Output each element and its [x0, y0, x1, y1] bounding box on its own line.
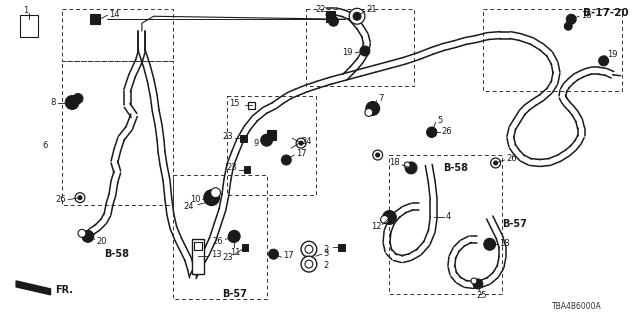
Text: 23: 23: [227, 164, 237, 172]
Text: 26: 26: [212, 237, 223, 246]
Text: 2: 2: [324, 245, 329, 254]
Circle shape: [65, 96, 79, 109]
Text: B-58: B-58: [444, 163, 468, 173]
Circle shape: [296, 138, 306, 148]
Circle shape: [231, 235, 236, 239]
Bar: [244, 166, 250, 173]
Bar: [242, 244, 248, 251]
Text: 3: 3: [324, 249, 329, 258]
Circle shape: [383, 211, 396, 224]
Circle shape: [405, 162, 417, 174]
Bar: [192, 239, 204, 274]
Text: 19: 19: [607, 51, 618, 60]
Circle shape: [599, 56, 609, 66]
Text: FR.: FR.: [56, 285, 74, 295]
Text: 10: 10: [190, 195, 200, 204]
Bar: [326, 11, 335, 22]
Circle shape: [473, 279, 483, 289]
Text: 26: 26: [506, 154, 517, 163]
Text: B-58: B-58: [104, 249, 129, 259]
Text: 24: 24: [183, 202, 194, 211]
Text: 26: 26: [442, 127, 452, 136]
Circle shape: [78, 196, 82, 200]
Circle shape: [204, 190, 220, 206]
Circle shape: [260, 134, 273, 146]
Circle shape: [564, 22, 572, 30]
Circle shape: [228, 232, 238, 242]
Circle shape: [376, 153, 380, 157]
Circle shape: [366, 101, 380, 116]
Circle shape: [372, 150, 383, 160]
Circle shape: [211, 188, 221, 198]
Circle shape: [73, 93, 83, 103]
Text: 23: 23: [223, 132, 233, 141]
Text: 1: 1: [23, 6, 28, 15]
Bar: [90, 14, 100, 24]
Text: 25: 25: [476, 291, 486, 300]
Text: 13: 13: [211, 250, 221, 259]
Text: 18: 18: [390, 158, 400, 167]
Text: TBA4B6000A: TBA4B6000A: [552, 302, 602, 311]
Text: B-57: B-57: [223, 289, 247, 299]
Text: 17: 17: [296, 148, 307, 157]
Bar: [248, 102, 255, 109]
Text: 5: 5: [438, 116, 443, 125]
Circle shape: [299, 141, 303, 145]
Text: 17: 17: [284, 251, 294, 260]
Text: 12: 12: [371, 222, 381, 231]
Circle shape: [82, 230, 93, 242]
Circle shape: [78, 229, 86, 237]
Bar: [267, 130, 276, 140]
Bar: [20, 15, 38, 37]
Text: 20: 20: [97, 237, 107, 246]
Text: 22: 22: [316, 5, 326, 14]
Text: 21: 21: [367, 5, 378, 14]
Circle shape: [566, 14, 576, 24]
Bar: [338, 244, 345, 251]
Circle shape: [353, 12, 361, 20]
Text: B-17-20: B-17-20: [583, 8, 628, 18]
Text: 14: 14: [109, 10, 120, 19]
Circle shape: [427, 127, 436, 137]
Text: 9: 9: [254, 139, 259, 148]
Text: 16: 16: [581, 11, 592, 20]
Bar: [239, 135, 246, 142]
Bar: [194, 242, 202, 250]
Circle shape: [360, 46, 370, 56]
Text: 19: 19: [342, 48, 353, 57]
Text: 2: 2: [324, 260, 329, 269]
Circle shape: [429, 130, 434, 134]
Circle shape: [491, 158, 500, 168]
Circle shape: [427, 127, 436, 137]
Circle shape: [269, 249, 278, 259]
Circle shape: [349, 8, 365, 24]
Circle shape: [365, 108, 372, 116]
Text: 15: 15: [229, 99, 240, 108]
Text: B-57: B-57: [502, 220, 527, 229]
Circle shape: [75, 193, 85, 203]
Circle shape: [381, 215, 388, 223]
Circle shape: [484, 238, 495, 250]
Text: 6: 6: [43, 140, 48, 150]
Text: 11: 11: [230, 248, 241, 257]
Circle shape: [404, 162, 410, 168]
Circle shape: [301, 256, 317, 272]
Polygon shape: [16, 281, 51, 295]
Bar: [205, 195, 211, 201]
Text: 24: 24: [301, 137, 312, 146]
Circle shape: [328, 16, 339, 26]
Circle shape: [282, 155, 291, 165]
Text: 18: 18: [499, 239, 510, 248]
Circle shape: [228, 230, 240, 242]
Circle shape: [305, 260, 313, 268]
Circle shape: [301, 241, 317, 257]
Circle shape: [471, 278, 477, 284]
Circle shape: [305, 245, 313, 253]
Circle shape: [493, 161, 497, 165]
Text: 26: 26: [56, 195, 66, 204]
Text: 4: 4: [445, 212, 451, 221]
Text: 23: 23: [223, 253, 233, 262]
Text: 7: 7: [379, 94, 384, 103]
Text: 8: 8: [51, 98, 56, 107]
